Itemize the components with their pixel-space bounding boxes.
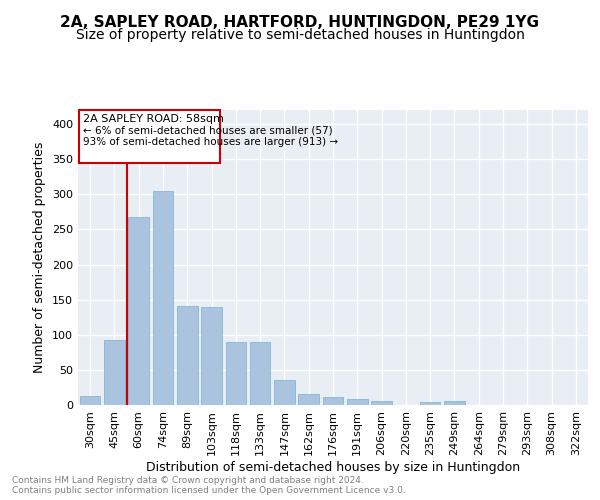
- Bar: [226, 342, 246, 405]
- Y-axis label: Number of semi-detached properties: Number of semi-detached properties: [34, 142, 46, 373]
- Bar: [250, 342, 271, 405]
- Bar: [201, 306, 222, 405]
- Text: 2A, SAPLEY ROAD, HARTFORD, HUNTINGDON, PE29 1YG: 2A, SAPLEY ROAD, HARTFORD, HUNTINGDON, P…: [61, 15, 539, 30]
- Bar: [371, 402, 392, 405]
- Bar: [298, 394, 319, 405]
- Bar: [177, 306, 197, 405]
- Bar: [104, 340, 125, 405]
- Text: ← 6% of semi-detached houses are smaller (57): ← 6% of semi-detached houses are smaller…: [83, 126, 332, 136]
- Bar: [80, 396, 100, 405]
- Text: Contains HM Land Registry data © Crown copyright and database right 2024.
Contai: Contains HM Land Registry data © Crown c…: [12, 476, 406, 495]
- Text: 2A SAPLEY ROAD: 58sqm: 2A SAPLEY ROAD: 58sqm: [83, 114, 224, 124]
- Bar: [128, 218, 149, 405]
- X-axis label: Distribution of semi-detached houses by size in Huntingdon: Distribution of semi-detached houses by …: [146, 460, 520, 473]
- Bar: [444, 402, 465, 405]
- Text: Size of property relative to semi-detached houses in Huntingdon: Size of property relative to semi-detach…: [76, 28, 524, 42]
- Bar: [323, 398, 343, 405]
- Bar: [347, 400, 368, 405]
- Bar: [420, 402, 440, 405]
- Bar: [152, 192, 173, 405]
- Bar: [274, 380, 295, 405]
- Text: 93% of semi-detached houses are larger (913) →: 93% of semi-detached houses are larger (…: [83, 136, 338, 146]
- FancyBboxPatch shape: [79, 110, 220, 162]
